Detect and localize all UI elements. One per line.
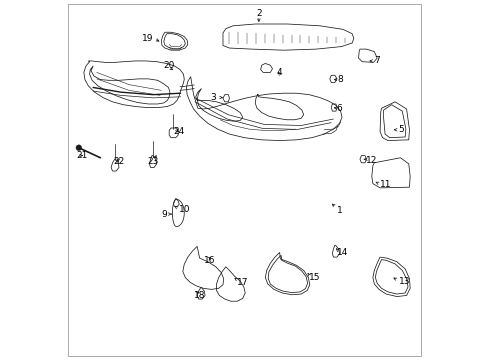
Text: 12: 12 (366, 156, 377, 165)
Text: 19: 19 (141, 34, 153, 43)
Text: 5: 5 (398, 125, 404, 134)
Text: 3: 3 (210, 93, 216, 102)
Text: 11: 11 (379, 180, 391, 189)
Text: 20: 20 (163, 62, 175, 71)
Text: 24: 24 (173, 127, 184, 136)
Text: 18: 18 (193, 291, 204, 300)
Text: 13: 13 (398, 276, 409, 285)
Text: 1: 1 (336, 206, 342, 215)
Text: 14: 14 (336, 248, 347, 257)
Text: 7: 7 (373, 57, 379, 66)
Text: 4: 4 (276, 68, 282, 77)
Text: 9: 9 (162, 210, 167, 219)
Circle shape (76, 145, 81, 150)
Text: 22: 22 (113, 157, 124, 166)
Text: 15: 15 (308, 273, 320, 282)
Text: 2: 2 (256, 9, 261, 18)
Text: 10: 10 (179, 205, 190, 214)
Text: 8: 8 (336, 75, 342, 84)
Text: 23: 23 (147, 157, 159, 166)
Text: 17: 17 (236, 278, 247, 287)
Text: 16: 16 (204, 256, 215, 265)
Text: 21: 21 (76, 151, 87, 160)
Text: 6: 6 (335, 104, 341, 113)
